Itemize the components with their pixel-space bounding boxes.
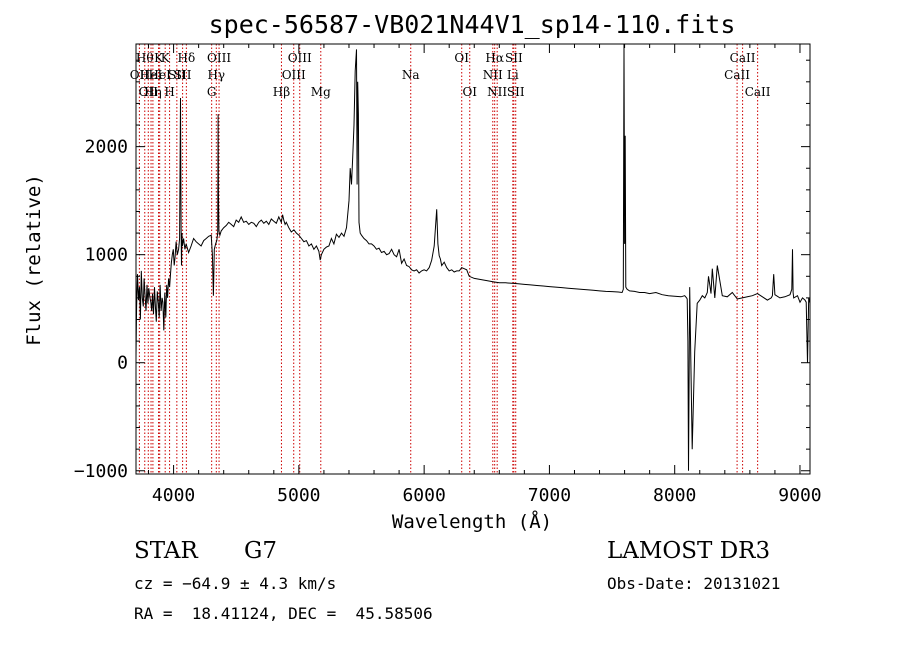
- line-marker-label: Na: [402, 68, 420, 82]
- line-marker-label: K: [154, 51, 164, 65]
- x-tick-label: 9000: [778, 485, 821, 506]
- x-tick-label: 7000: [528, 485, 571, 506]
- x-tick-label: 5000: [277, 485, 320, 506]
- line-marker-label: OIII: [288, 51, 312, 65]
- y-axis-ticks: −1000 0 1000 2000: [74, 59, 810, 482]
- line-marker-label: HeI: [149, 68, 172, 82]
- line-marker-label: Hδ: [178, 51, 196, 65]
- y-tick-label: −1000: [74, 461, 128, 482]
- redshift-cz: cz = −64.9 ± 4.3 km/s: [134, 574, 337, 593]
- line-markers: [138, 44, 759, 474]
- plot-frame: [135, 43, 811, 475]
- y-axis-label: Flux (relative): [23, 174, 45, 346]
- x-tick-label: 4000: [152, 485, 195, 506]
- line-marker-labels: OIIHθOIIHeIHηKHeIKHSIISIIHδGHγOIIIHβOIII…: [130, 51, 771, 99]
- line-marker-label: OI: [454, 51, 469, 65]
- line-marker-label: K: [161, 51, 171, 65]
- coordinates: RA = 18.41124, DEC = 45.58506: [134, 604, 433, 623]
- line-marker-label: G: [207, 85, 217, 99]
- line-marker-label: HeI: [140, 68, 163, 82]
- line-marker-label: OII: [130, 68, 150, 82]
- line-marker-label: Hη: [144, 85, 162, 99]
- line-marker-label: Hγ: [207, 68, 225, 82]
- x-tick-label: 8000: [653, 485, 696, 506]
- line-marker-label: Mg: [311, 85, 331, 99]
- line-marker-label: NII: [487, 85, 507, 99]
- line-marker-label: OIII: [282, 68, 306, 82]
- y-tick-label: 2000: [85, 137, 128, 158]
- x-axis-label: Wavelength (Å): [392, 510, 552, 533]
- line-marker-label: CaII: [745, 85, 771, 99]
- line-marker-label: Li: [507, 68, 519, 82]
- line-marker-label: OI: [462, 85, 477, 99]
- x-tick-label: 6000: [402, 485, 445, 506]
- x-axis-ticks: 4000 5000 6000 7000 8000 9000: [148, 44, 822, 506]
- line-marker-label: Hα: [485, 51, 504, 65]
- line-marker-label: SII: [507, 85, 525, 99]
- y-tick-label: 1000: [85, 245, 128, 266]
- line-marker-label: CaII: [724, 68, 750, 82]
- line-marker-label: Hθ: [136, 51, 154, 65]
- object-class: STAR: [134, 538, 198, 564]
- line-marker-label: SII: [168, 68, 186, 82]
- survey-name: LAMOST DR3: [607, 538, 771, 564]
- line-marker-label: H: [164, 85, 174, 99]
- observation-date: Obs-Date: 20131021: [607, 574, 781, 593]
- line-marker-label: OIII: [207, 51, 231, 65]
- chart-title: spec-56587-VB021N44V1_sp14-110.fits: [209, 10, 736, 39]
- line-marker-label: SII: [174, 68, 192, 82]
- line-marker-label: NII: [483, 68, 503, 82]
- line-marker-label: SII: [505, 51, 523, 65]
- line-marker-label: OII: [139, 85, 159, 99]
- object-subclass: G7: [244, 538, 278, 564]
- line-marker-label: Hβ: [273, 85, 290, 99]
- y-tick-label: 0: [117, 353, 128, 374]
- line-marker-label: CaII: [730, 51, 756, 65]
- spectrum-line: [135, 43, 811, 471]
